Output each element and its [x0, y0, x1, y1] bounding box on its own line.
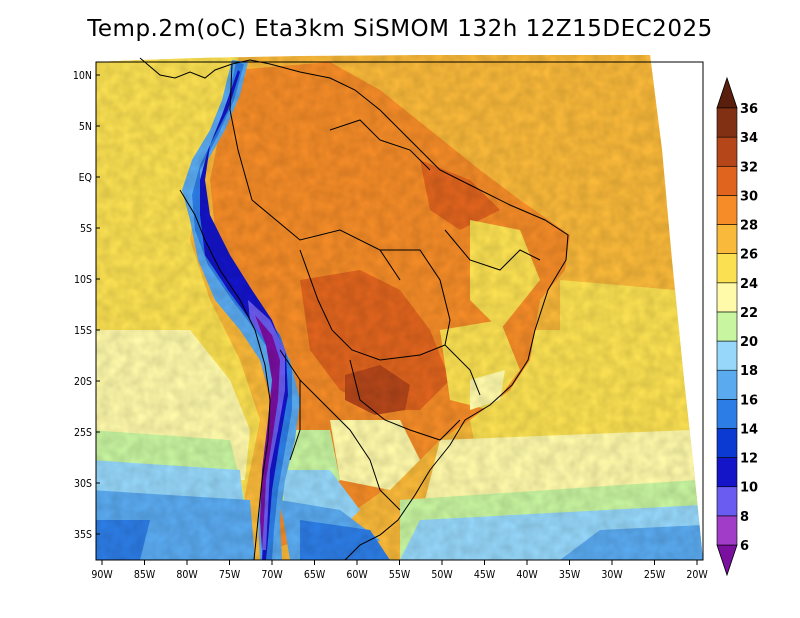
- colorbar-segment: [716, 428, 738, 458]
- colorbar-segment: [716, 224, 738, 254]
- longitude-axis: 90W 85W 80W 75W 70W 65W 60W 55W 50W 45W 40W 35W 30W 2…: [91, 560, 708, 581]
- colorbar-arrow-low: [716, 544, 738, 577]
- lon-label: 60W: [346, 569, 368, 581]
- lon-label: 80W: [176, 569, 198, 581]
- colorbar-label: 32: [740, 160, 758, 175]
- colorbar-arrow-high: [716, 76, 738, 109]
- lat-label: 25S: [74, 427, 92, 439]
- colorbar-label: 14: [740, 422, 758, 437]
- lon-label: 50W: [431, 569, 453, 581]
- lon-label: 55W: [389, 569, 411, 581]
- temperature-field: [96, 55, 703, 560]
- coastline-east: [139, 57, 569, 561]
- border-states-2: [444, 229, 541, 271]
- colorbar: 6 8 10 12 14 16 18 20 22 24 26 28 30 32 34 36: [716, 76, 758, 577]
- lat-label: 10S: [74, 274, 92, 286]
- field-texture: [96, 55, 703, 560]
- lon-label: 85W: [134, 569, 156, 581]
- border-states-1: [380, 249, 481, 396]
- lat-label: 15S: [74, 325, 92, 337]
- colorbar-segment: [716, 369, 738, 400]
- lon-label: 25W: [644, 569, 666, 581]
- colorbar-segment: [716, 107, 738, 138]
- colorbar-segment: [716, 515, 738, 546]
- latitude-axis: 10N 5N EQ 5S 10S 15S 20S 25S 30S 35S: [73, 70, 100, 541]
- colorbar-label: 12: [740, 452, 758, 467]
- colorbar-segment: [716, 457, 738, 488]
- colorbar-segment: [716, 136, 738, 167]
- lon-label: 35W: [559, 569, 581, 581]
- colorbar-label: 18: [740, 364, 758, 379]
- lat-label: 5N: [79, 121, 92, 133]
- map-title: Temp.2m(oC) Eta3km SiSMOM 132h 12Z15DEC2…: [87, 16, 713, 42]
- colorbar-segment: [716, 253, 738, 284]
- colorbar-label: 22: [740, 306, 758, 321]
- border-north: [229, 63, 401, 281]
- lon-label: 65W: [304, 569, 326, 581]
- lon-label: 90W: [91, 569, 113, 581]
- colorbar-label: 34: [740, 131, 758, 146]
- border-central: [299, 249, 446, 361]
- colorbar-label: 36: [740, 102, 758, 117]
- colorbar-segment: [716, 399, 738, 429]
- lat-label: 35S: [74, 529, 92, 541]
- colorbar-label: 24: [740, 277, 758, 292]
- colorbar-label: 28: [740, 219, 758, 234]
- lat-label: 30S: [74, 478, 92, 490]
- lat-label: 20S: [74, 376, 92, 388]
- border-andes: [279, 349, 301, 461]
- colorbar-label: 10: [740, 481, 758, 496]
- lon-label: 40W: [516, 569, 538, 581]
- coastline-west: [179, 189, 271, 561]
- lon-label: 30W: [601, 569, 623, 581]
- lat-label: 5S: [80, 223, 92, 235]
- lat-label: EQ: [79, 172, 92, 184]
- colorbar-label: 20: [740, 335, 758, 350]
- political-boundaries: [139, 57, 569, 561]
- colorbar-segment: [716, 165, 738, 196]
- colorbar-segment: [716, 311, 738, 342]
- colorbar-label: 16: [740, 393, 758, 408]
- lat-label: 10N: [73, 70, 92, 82]
- lon-label: 45W: [474, 569, 496, 581]
- lon-label: 75W: [219, 569, 241, 581]
- colorbar-segment: [716, 282, 738, 313]
- lon-label: 20W: [686, 569, 708, 581]
- colorbar-label: 8: [740, 510, 749, 525]
- colorbar-label: 30: [740, 189, 758, 204]
- colorbar-segment: [716, 340, 738, 371]
- colorbar-label: 26: [740, 248, 758, 263]
- border-guianas: [329, 119, 431, 171]
- lon-label: 70W: [261, 569, 283, 581]
- colorbar-segment: [716, 486, 738, 517]
- border-states-3: [349, 359, 461, 441]
- colorbar-label: 6: [740, 539, 749, 554]
- colorbar-segment: [716, 195, 738, 225]
- border-south: [299, 379, 401, 511]
